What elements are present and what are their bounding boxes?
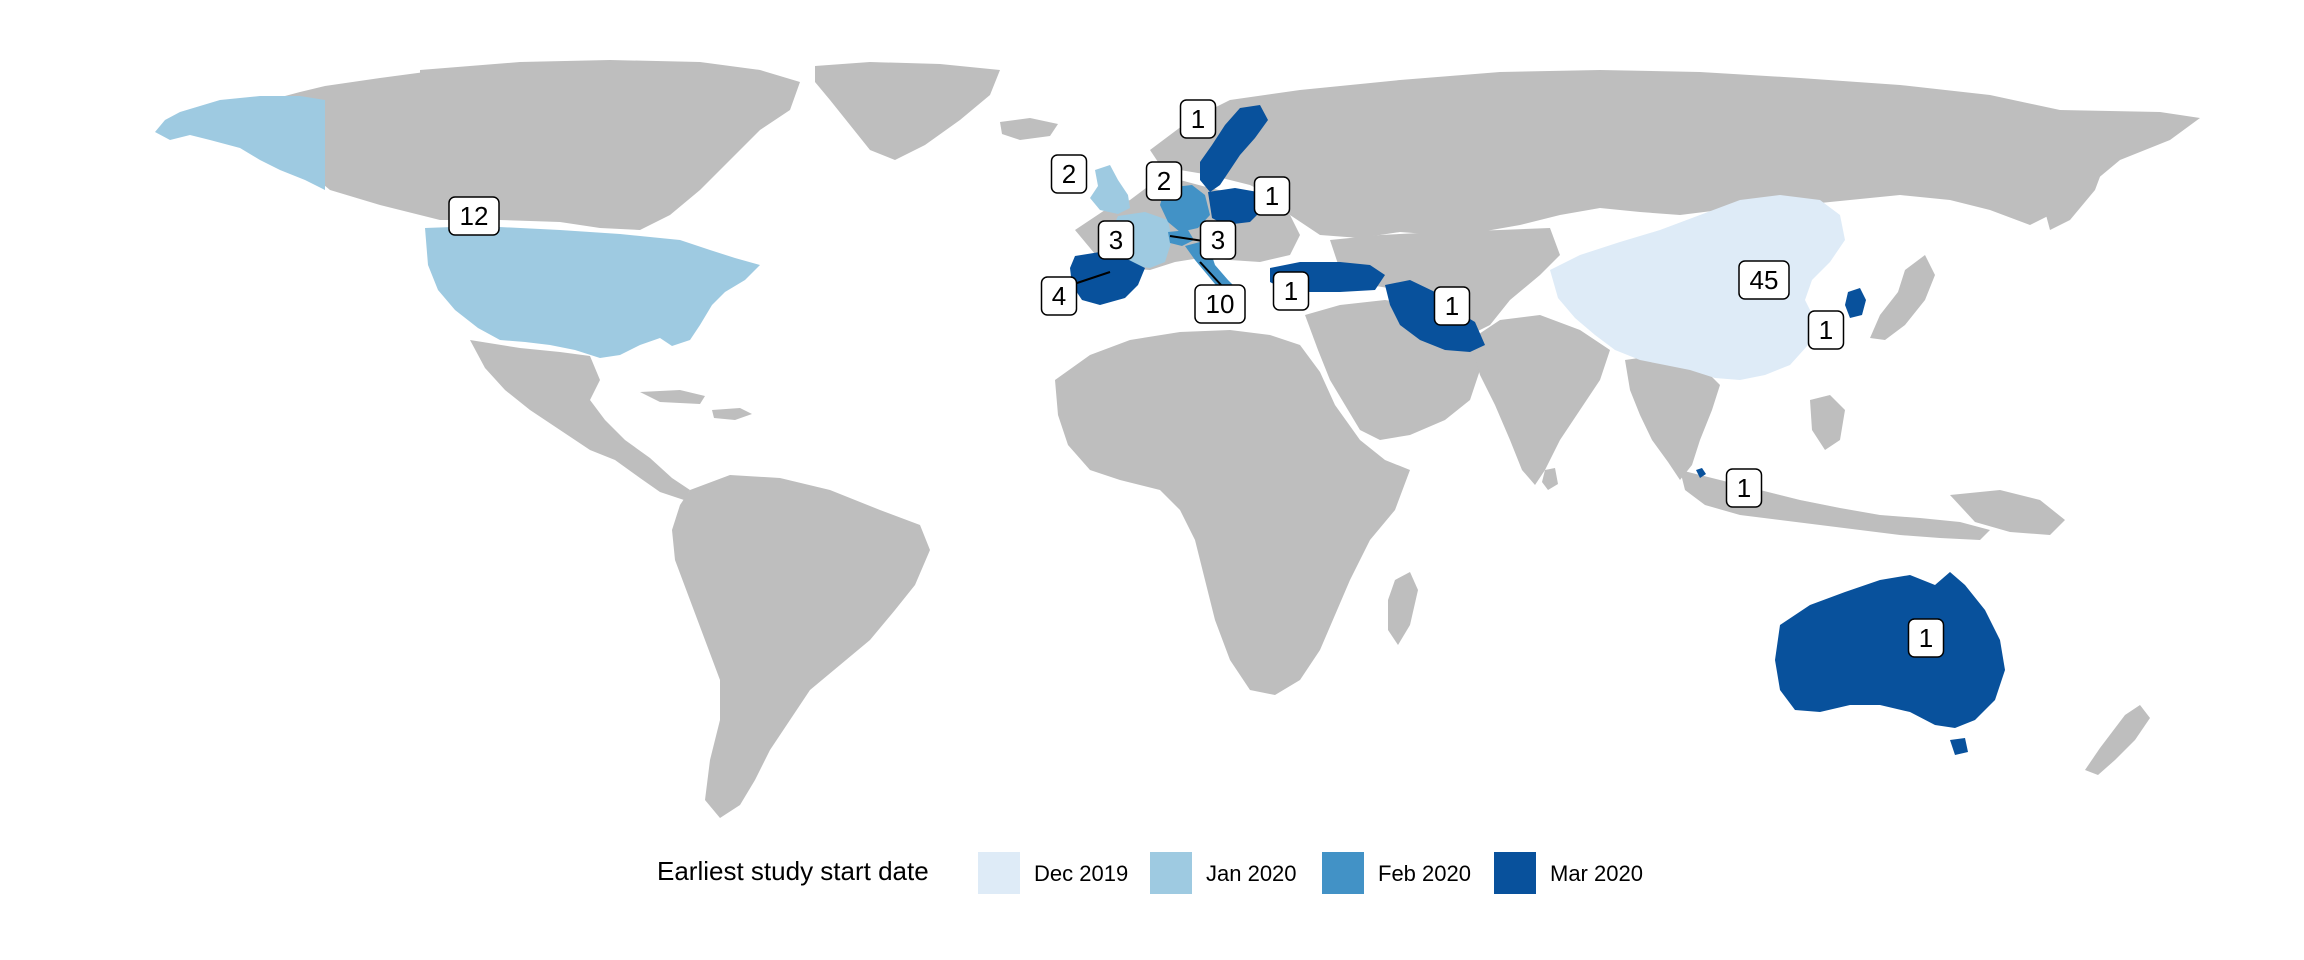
madagascar	[1388, 572, 1418, 645]
south-america	[672, 475, 930, 818]
count-label-box	[1199, 220, 1237, 260]
count-label-text: 2	[1062, 159, 1076, 189]
count-label-text: 10	[1206, 289, 1235, 319]
sri-lanka	[1542, 468, 1558, 490]
count-label-text: 2	[1157, 166, 1171, 196]
count-label-poland: 1	[1253, 176, 1291, 216]
legend-swatch	[978, 852, 1020, 894]
count-label-text: 3	[1211, 225, 1225, 255]
legend: Earliest study start date Dec 2019 Jan 20…	[657, 852, 1643, 894]
iceland	[1000, 118, 1058, 140]
africa	[1055, 330, 1410, 695]
count-label-text: 1	[1737, 473, 1751, 503]
legend-item-feb2020: Feb 2020	[1322, 852, 1471, 894]
count-label-box	[1907, 618, 1945, 658]
count-label-box	[1725, 468, 1763, 508]
india	[1470, 315, 1610, 485]
country-shape-usa	[425, 226, 760, 358]
legend-label: Mar 2020	[1550, 861, 1643, 886]
count-label-box	[1050, 154, 1088, 194]
count-label-box	[1040, 276, 1078, 316]
count-label-box	[1807, 310, 1845, 350]
new-zealand	[2085, 705, 2150, 775]
country-shape-australia	[1775, 572, 2005, 755]
colored-countries-layer	[155, 96, 2005, 755]
legend-label: Feb 2020	[1378, 861, 1471, 886]
count-label-china: 45	[1738, 260, 1790, 300]
count-label-box	[1194, 284, 1246, 324]
mexico-central-america	[470, 340, 690, 500]
southeast-asia-mainland	[1625, 355, 1720, 480]
count-label-usa: 12	[448, 196, 500, 236]
country-shape-poland	[1208, 188, 1262, 225]
count-label-box	[1253, 176, 1291, 216]
count-label-south-korea: 1	[1807, 310, 1845, 350]
north-america-landmass	[250, 64, 800, 230]
legend-label: Jan 2020	[1206, 861, 1297, 886]
count-label-box	[1145, 161, 1183, 201]
leader-line-italy	[1199, 261, 1223, 287]
japan	[1870, 255, 1935, 340]
country-shape-singapore	[1696, 468, 1706, 478]
count-label-singapore: 1	[1725, 468, 1763, 508]
greenland	[815, 62, 1000, 160]
count-label-italy: 10	[1194, 284, 1246, 324]
count-label-text: 1	[1191, 104, 1205, 134]
legend-swatch	[1150, 852, 1192, 894]
maritime-southeast-asia	[1680, 395, 1990, 540]
legend-item-dec2019: Dec 2019	[978, 852, 1128, 894]
count-label-box	[1179, 99, 1217, 139]
legend-swatch	[1322, 852, 1364, 894]
count-label-text: 4	[1052, 281, 1066, 311]
count-label-switzerland: 3	[1199, 220, 1237, 260]
legend-title: Earliest study start date	[657, 856, 929, 886]
count-label-box	[448, 196, 500, 236]
count-label-box	[1097, 220, 1135, 260]
kamchatka	[2040, 140, 2110, 230]
count-label-sweden: 1	[1179, 99, 1217, 139]
legend-swatch	[1494, 852, 1536, 894]
new-guinea	[1950, 490, 2065, 535]
legend-label: Dec 2019	[1034, 861, 1128, 886]
country-shape-spain	[1070, 252, 1145, 305]
count-label-germany: 2	[1145, 161, 1183, 201]
count-label-australia: 1	[1907, 618, 1945, 658]
central-asia	[1330, 228, 1560, 335]
count-label-box	[1272, 271, 1310, 311]
country-shape-china	[1550, 195, 1845, 380]
count-label-text: 1	[1284, 276, 1298, 306]
arctic-islands	[420, 60, 760, 95]
count-label-text: 1	[1919, 623, 1933, 653]
count-label-france: 3	[1097, 220, 1135, 260]
legend-item-mar2020: Mar 2020	[1494, 852, 1643, 894]
legend-items: Dec 2019 Jan 2020 Feb 2020 Mar 2020	[978, 852, 1643, 894]
count-label-spain: 4	[1040, 276, 1078, 316]
country-shape-south-korea	[1845, 288, 1866, 318]
count-label-turkey: 1	[1272, 271, 1310, 311]
country-shape-sweden	[1200, 105, 1268, 192]
country-shape-uk	[1090, 165, 1130, 214]
legend-item-jan2020: Jan 2020	[1150, 852, 1297, 894]
eurasia-north	[1150, 70, 2200, 238]
count-label-text: 1	[1819, 315, 1833, 345]
count-label-uk: 2	[1050, 154, 1088, 194]
count-label-iran: 1	[1433, 286, 1471, 326]
count-label-text: 45	[1750, 265, 1779, 295]
country-shape-usa-alaska	[155, 96, 325, 190]
count-label-text: 1	[1445, 291, 1459, 321]
count-label-text: 3	[1109, 225, 1123, 255]
count-label-text: 12	[460, 201, 489, 231]
count-label-text: 1	[1265, 181, 1279, 211]
count-label-box	[1433, 286, 1471, 326]
count-label-box	[1738, 260, 1790, 300]
caribbean-islands	[640, 390, 752, 420]
